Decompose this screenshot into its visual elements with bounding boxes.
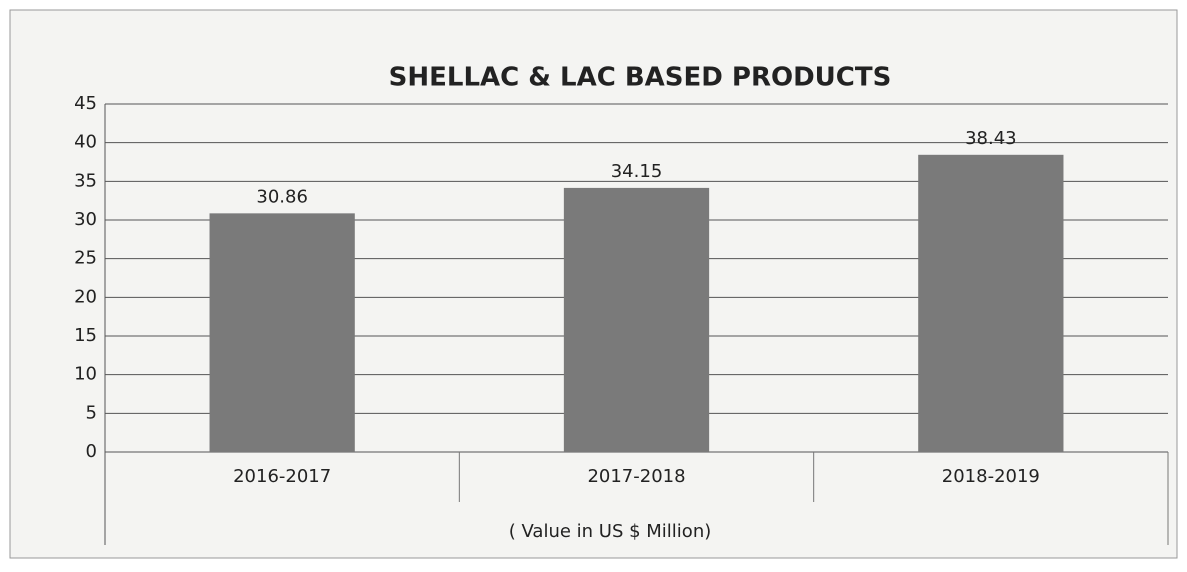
y-tick-label: 10 [74, 364, 97, 385]
y-tick-label: 35 [74, 170, 97, 191]
data-label: 30.86 [256, 186, 308, 207]
bar [563, 187, 710, 452]
bar [918, 154, 1064, 453]
y-tick-label: 40 [74, 132, 97, 153]
y-tick-label: 25 [74, 248, 97, 269]
x-axis-label: ( Value in US $ Million) [509, 521, 712, 542]
bar [209, 213, 355, 452]
chart-title: SHELLAC & LAC BASED PRODUCTS [389, 63, 892, 93]
y-tick-label: 30 [74, 209, 97, 230]
y-tick-label: 45 [74, 93, 97, 114]
x-tick-label: 2018-2019 [942, 466, 1040, 487]
x-tick-label: 2017-2018 [587, 466, 685, 487]
y-tick-label: 5 [86, 402, 97, 423]
data-label: 34.15 [611, 161, 663, 182]
x-tick-label: 2016-2017 [233, 466, 331, 487]
data-label: 38.43 [965, 128, 1017, 149]
y-tick-label: 20 [74, 286, 97, 307]
y-tick-label: 0 [86, 441, 97, 462]
y-tick-label: 15 [74, 325, 97, 346]
